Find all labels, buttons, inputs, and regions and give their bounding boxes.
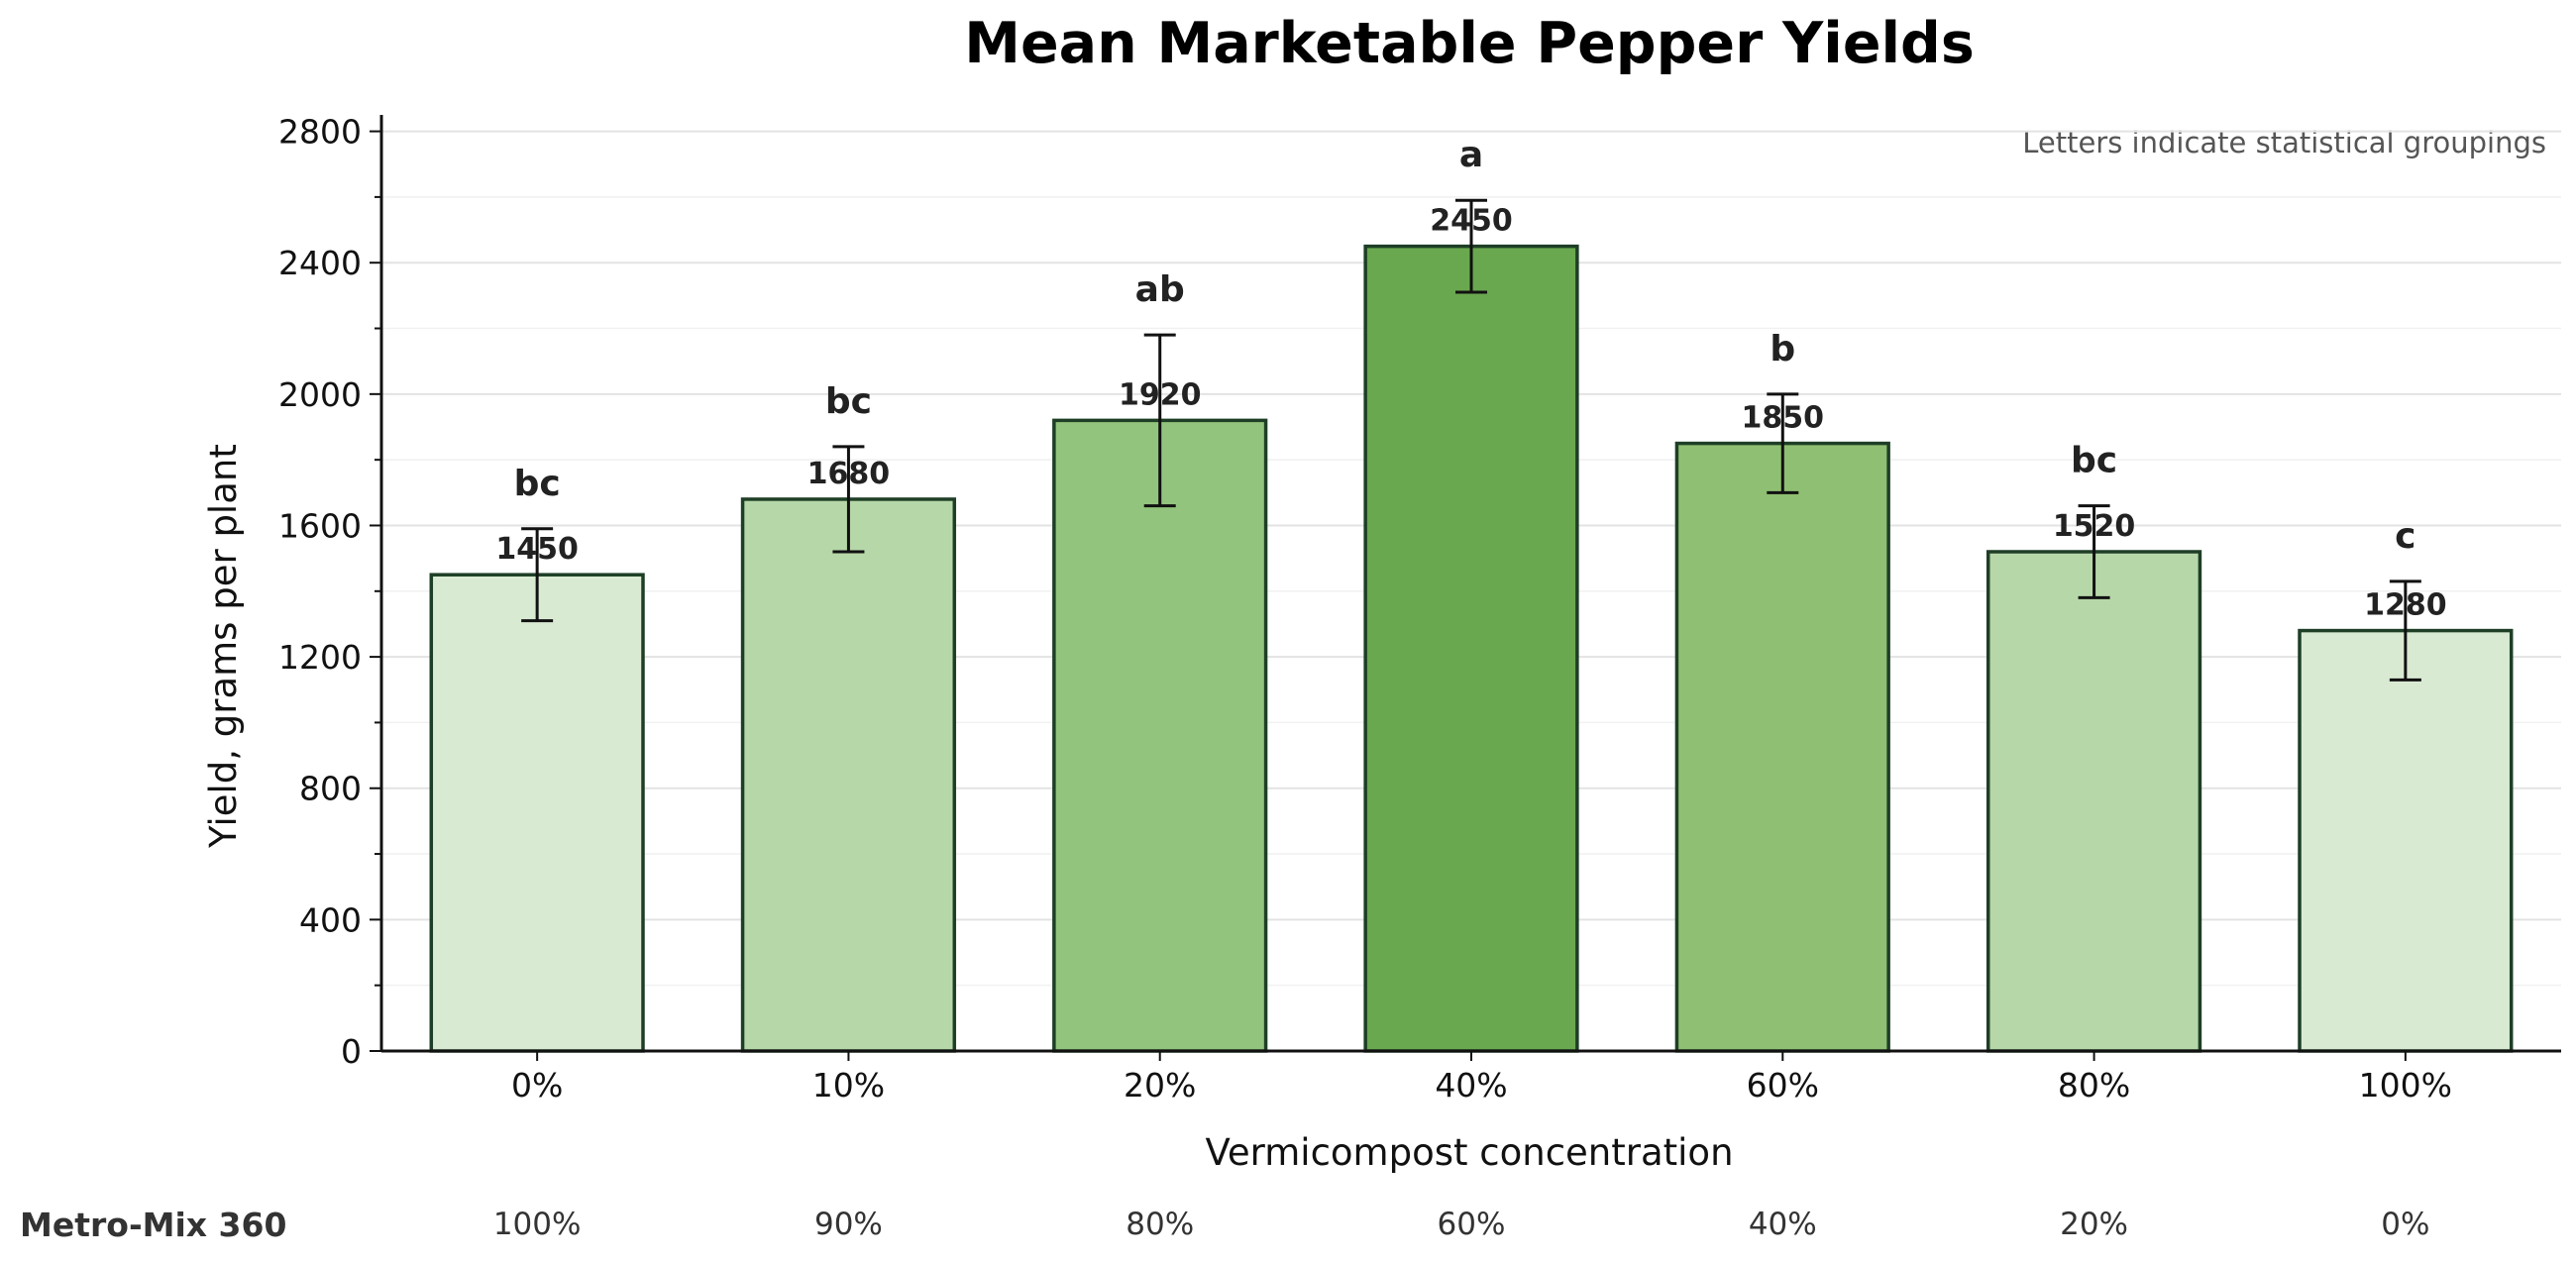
group-letter: bc xyxy=(825,381,872,422)
x-tick-label: 60% xyxy=(1747,1066,1819,1104)
value-label: 1920 xyxy=(1119,377,1202,412)
value-label: 1450 xyxy=(495,532,579,567)
x-tick-label: 20% xyxy=(1124,1066,1196,1104)
x-tick-label: 80% xyxy=(2058,1066,2130,1104)
metro-mix-value: 90% xyxy=(814,1207,883,1242)
y-tick-label: 2400 xyxy=(278,244,362,282)
x-axis: 0% 10% 20% 40% 60% 80% 100% xyxy=(381,1049,2561,1104)
value-label: 1280 xyxy=(2364,588,2447,623)
group-letter: bc xyxy=(514,464,561,504)
bars: 1450 bc 1680 bc 1920 ab 2450 a 1850 b 1520 bc 1280 c xyxy=(429,135,2514,1053)
metro-mix-value: 80% xyxy=(1126,1207,1194,1242)
y-tick-label: 400 xyxy=(299,900,362,939)
group-letter: a xyxy=(1459,135,1483,175)
y-tick-label: 2800 xyxy=(278,113,362,152)
bar xyxy=(2298,628,2514,1053)
metro-mix-values: 100% 90% 80% 60% 40% 20% 0% xyxy=(493,1207,2430,1242)
group-letter: c xyxy=(2395,516,2415,557)
y-axis-title: Yield, grams per plant xyxy=(202,444,245,849)
y-tick-label: 800 xyxy=(299,770,362,808)
x-tick-label: 0% xyxy=(511,1066,563,1104)
bar xyxy=(1363,244,1579,1053)
metro-mix-value: 40% xyxy=(1749,1207,1817,1242)
y-tick-label: 0 xyxy=(341,1032,362,1071)
bar xyxy=(1674,441,1890,1053)
y-axis: 0 400 800 1200 1600 2000 2400 2800 xyxy=(278,113,383,1071)
x-tick-label: 10% xyxy=(812,1066,885,1104)
y-tick-label: 1600 xyxy=(278,506,362,545)
value-label: 1680 xyxy=(807,457,891,491)
value-label: 1520 xyxy=(2053,509,2136,544)
group-letter: bc xyxy=(2071,441,2117,481)
metro-mix-value: 100% xyxy=(493,1207,582,1242)
value-label: 1850 xyxy=(1742,401,1825,436)
x-axis-title: Vermicompost concentration xyxy=(1205,1131,1733,1174)
bar xyxy=(1986,550,2202,1053)
value-label: 2450 xyxy=(1430,204,1513,239)
group-letter: b xyxy=(1770,329,1795,369)
bar xyxy=(1052,418,1268,1053)
bar xyxy=(740,497,957,1053)
bar xyxy=(429,573,645,1053)
y-tick-label: 1200 xyxy=(278,638,362,677)
y-tick-label: 2000 xyxy=(278,375,362,414)
metro-mix-value: 60% xyxy=(1438,1207,1506,1242)
metro-mix-value: 20% xyxy=(2060,1207,2128,1242)
chart-title: Mean Marketable Pepper Yields xyxy=(964,11,1975,76)
metro-mix-label: Metro-Mix 360 xyxy=(20,1206,286,1244)
metro-mix-value: 0% xyxy=(2381,1207,2429,1242)
group-letter: ab xyxy=(1135,269,1185,310)
x-tick-label: 100% xyxy=(2359,1066,2452,1104)
x-tick-label: 40% xyxy=(1435,1066,1507,1104)
